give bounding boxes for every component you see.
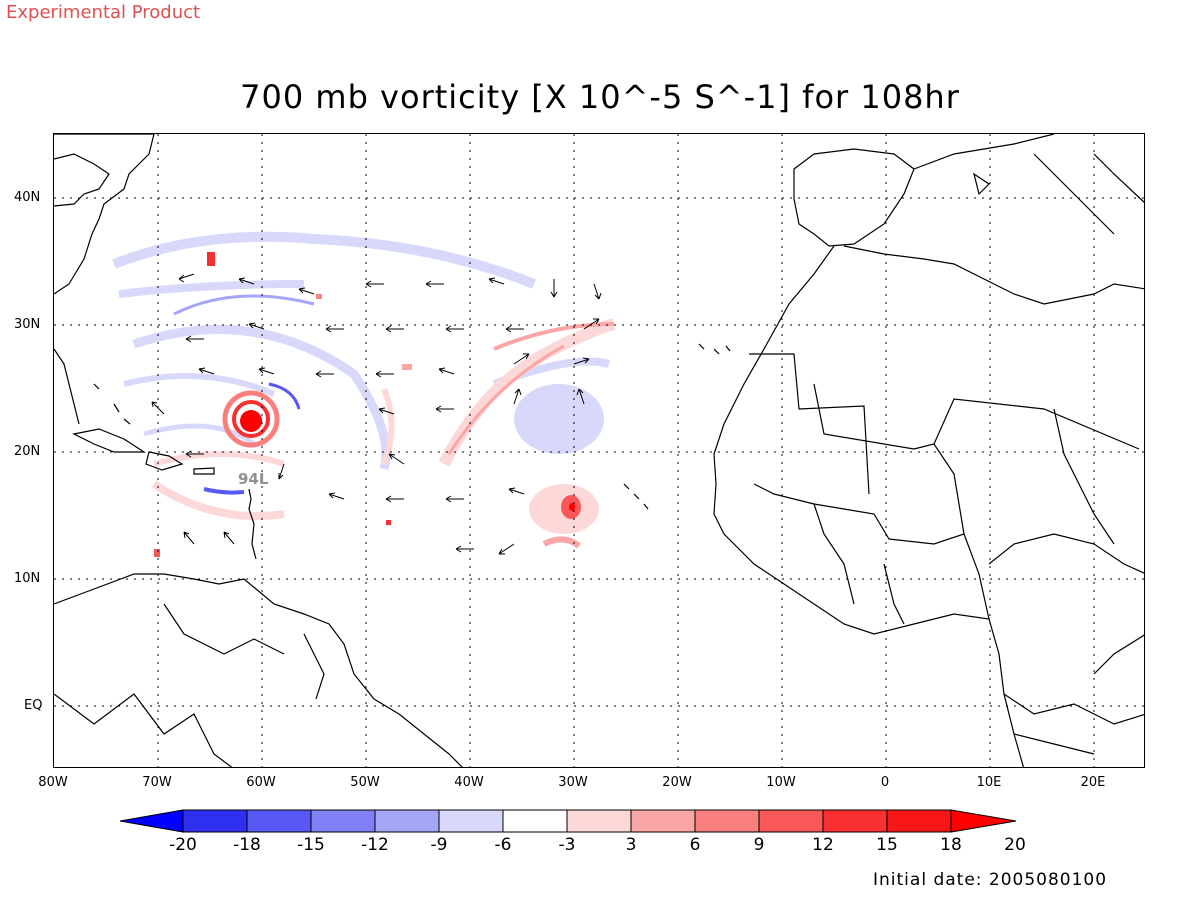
colorbar-box	[630, 809, 696, 833]
colorbar-box	[758, 809, 824, 833]
colorbar-label: -9	[430, 835, 448, 855]
lon-label-40w: 40W	[454, 775, 484, 790]
colorbar-label: -6	[494, 835, 512, 855]
colorbar-box	[566, 809, 632, 833]
lon-label-20e: 20E	[1080, 775, 1106, 790]
storm-label-94l: 94L	[238, 470, 269, 488]
lat-label-40n: 40N	[14, 190, 41, 205]
colorbar-box	[886, 809, 952, 833]
colorbar-arrow-low	[119, 809, 184, 833]
lon-label-30w: 30W	[558, 775, 588, 790]
lat-label-10n: 10N	[14, 571, 41, 586]
lon-label-10e: 10E	[976, 775, 1002, 790]
colorbar-label: -12	[361, 835, 389, 855]
lon-label-60w: 60W	[246, 775, 276, 790]
colorbar-label: -18	[233, 835, 261, 855]
graticule	[54, 134, 1144, 767]
lon-label-80w: 80W	[38, 775, 68, 790]
colorbar-box	[182, 809, 248, 833]
coastlines	[54, 134, 1144, 767]
lat-label-30n: 30N	[14, 317, 41, 332]
colorbar-label: 6	[689, 835, 701, 855]
colorbar-label: 20	[1004, 835, 1026, 855]
colorbar-label: -20	[169, 835, 197, 855]
colorbar-arrow-high	[950, 809, 1017, 833]
colorbar-box	[310, 809, 376, 833]
lon-label-20w: 20W	[662, 775, 692, 790]
colorbar-label: 18	[940, 835, 962, 855]
colorbar-box	[438, 809, 504, 833]
vorticity-field	[112, 231, 616, 557]
wind-vectors	[151, 273, 602, 555]
colorbar-box	[694, 809, 760, 833]
vorticity-map: 94L	[53, 133, 1145, 768]
lon-label-50w: 50W	[350, 775, 380, 790]
colorbar-label: 9	[753, 835, 765, 855]
lon-label-0: 0	[880, 775, 890, 790]
colorbar-box	[246, 809, 312, 833]
colorbar-label: 15	[876, 835, 898, 855]
chart-title: 700 mb vorticity [X 10^-5 S^-1] for 108h…	[240, 78, 960, 116]
colorbar-label: 12	[812, 835, 834, 855]
map-canvas: 94L	[54, 134, 1144, 767]
lat-label-eq: EQ	[24, 698, 43, 713]
colorbar-box	[374, 809, 440, 833]
colorbar-box	[822, 809, 888, 833]
colorbar-label: 3	[625, 835, 637, 855]
lon-label-70w: 70W	[142, 775, 172, 790]
lon-label-10w: 10W	[766, 775, 796, 790]
colorbar-box	[502, 809, 568, 833]
colorbar-label: -15	[297, 835, 325, 855]
lat-label-20n: 20N	[14, 444, 41, 459]
colorbar-label: -3	[558, 835, 576, 855]
initial-date: Initial date: 2005080100	[873, 870, 1108, 890]
experimental-product-label: Experimental Product	[6, 2, 201, 23]
